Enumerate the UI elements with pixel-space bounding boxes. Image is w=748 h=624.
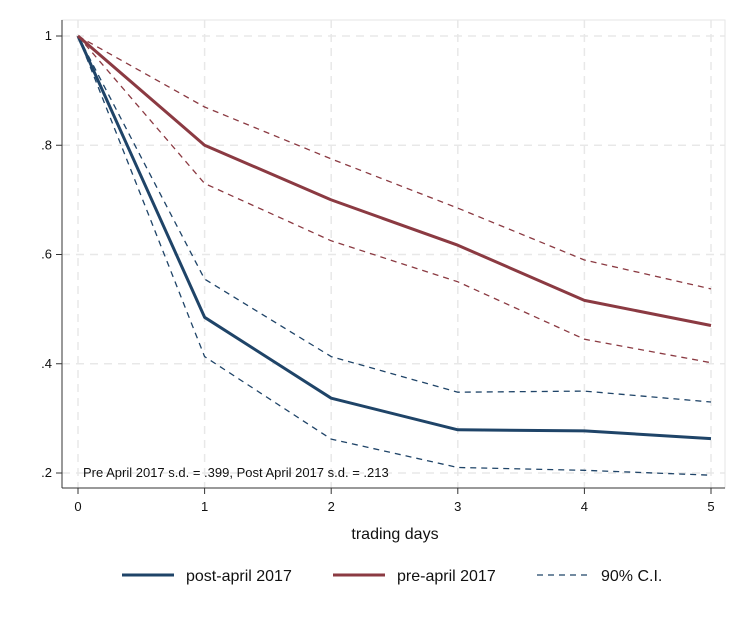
ci-line-5 <box>77 35 712 364</box>
y-tick-label: .8 <box>41 137 52 152</box>
legend-label-0: post-april 2017 <box>186 568 292 585</box>
x-tick-label: 5 <box>707 499 714 514</box>
grid-lines <box>62 20 725 488</box>
ci-line-4 <box>77 35 712 290</box>
legend-label-2: 90% C.I. <box>601 568 662 585</box>
series-lines <box>76 34 712 476</box>
x-tick-label: 3 <box>454 499 461 514</box>
x-tick-label: 2 <box>328 499 335 514</box>
ci-line-2 <box>77 35 712 403</box>
y-tick-label: .2 <box>41 465 52 480</box>
axes <box>56 19 726 494</box>
x-tick-label: 0 <box>74 499 81 514</box>
y-tick-label: .6 <box>41 247 52 262</box>
series-line-1 <box>77 34 712 327</box>
tick-labels: 1 .8 .6 .4 .2 0 1 2 3 4 5 <box>41 28 714 514</box>
y-tick-label: 1 <box>45 28 52 43</box>
ci-line-3 <box>77 35 712 476</box>
legend-label-1: pre-april 2017 <box>397 568 496 585</box>
x-axis-title: trading days <box>351 526 438 543</box>
y-tick-label: .4 <box>41 356 52 371</box>
x-tick-label: 1 <box>201 499 208 514</box>
sd-annotation: Pre April 2017 s.d. = .399, Post April 2… <box>83 465 389 480</box>
legend: post-april 2017 pre-april 2017 90% C.I. <box>122 568 662 585</box>
series-line-0 <box>76 35 712 441</box>
x-tick-label: 4 <box>581 499 588 514</box>
